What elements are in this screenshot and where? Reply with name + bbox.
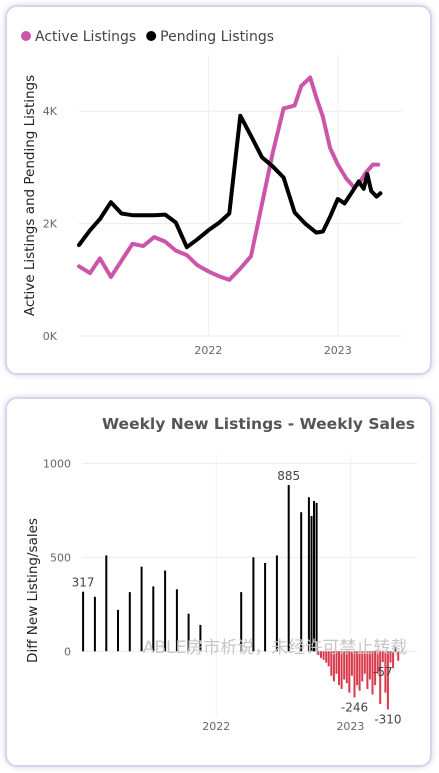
- y-axis-label: Active Listings and Pending Listings: [22, 75, 38, 316]
- negative-bar: [325, 651, 328, 663]
- negative-bar: [392, 651, 395, 669]
- positive-bar: [128, 592, 131, 652]
- legend-label: Active Listings: [35, 29, 136, 45]
- negative-bar: [340, 651, 343, 689]
- legend-label: Pending Listings: [160, 29, 274, 45]
- positive-bar: [175, 589, 178, 652]
- positive-bar: [152, 586, 155, 652]
- negative-bar: [363, 651, 366, 674]
- negative-bar: [335, 651, 338, 674]
- negative-bar: [317, 651, 320, 656]
- chart-title: Weekly New Listings - Weekly Sales: [102, 415, 415, 433]
- positive-bar: [307, 497, 310, 652]
- data-label: 317: [72, 576, 95, 590]
- positive-bar: [199, 624, 202, 652]
- legend-marker: [21, 31, 31, 41]
- positive-bar: [287, 485, 290, 652]
- x-tick-label: 2023: [336, 720, 364, 733]
- negative-bar: [376, 651, 379, 674]
- negative-bar: [361, 651, 364, 682]
- negative-bar: [322, 651, 325, 660]
- y-tick-label: 0K: [43, 330, 58, 343]
- x-tick-label: 2023: [324, 344, 352, 357]
- positive-bar: [315, 502, 318, 652]
- positive-bar: [310, 516, 313, 652]
- y-tick-label: 1000: [43, 457, 71, 470]
- negative-bar: [374, 651, 377, 686]
- negative-bar: [330, 651, 333, 676]
- series-line: [77, 75, 381, 282]
- x-tick-label: 2022: [194, 344, 222, 357]
- series-line: [77, 113, 383, 250]
- listings-line-chart: 0K 2K 4K 2022 2023 Active Listings and Pendin…: [21, 29, 402, 357]
- negative-bar: [371, 651, 374, 695]
- data-label: -57: [373, 665, 393, 679]
- negative-bar: [350, 651, 353, 676]
- negative-bar: [348, 651, 351, 693]
- negative-bar: [389, 651, 392, 663]
- data-label: -310: [374, 712, 401, 726]
- negative-bar: [332, 651, 335, 682]
- x-tick-label: 2022: [202, 720, 230, 733]
- data-label: 885: [277, 469, 300, 483]
- positive-bar: [252, 557, 255, 652]
- watermark-text: ABLE房市析说，未经许可禁止转载: [143, 638, 408, 658]
- listings-line-chart-card: 0K 2K 4K 2022 2023 Active Listings and Pendin…: [5, 5, 432, 375]
- negative-bar: [366, 651, 369, 689]
- positive-bar: [300, 512, 303, 652]
- y-tick-label: 4K: [43, 105, 58, 118]
- negative-bar: [320, 651, 322, 658]
- positive-bar: [264, 563, 267, 652]
- negative-bar: [397, 651, 400, 661]
- positive-bar: [313, 501, 315, 652]
- weekly-diff-bar-chart: Weekly New Listings - Weekly Sales 0 500 10…: [25, 415, 417, 733]
- weekly-diff-bar-chart-card: Weekly New Listings - Weekly Sales 0 500 10…: [5, 397, 432, 767]
- y-tick-label: 0: [64, 645, 71, 658]
- positive-bar: [187, 613, 190, 652]
- negative-bar: [358, 651, 361, 691]
- y-axis-label: Diff New Listing/sales: [25, 518, 41, 663]
- positive-bar: [164, 570, 167, 652]
- positive-bar: [140, 566, 143, 652]
- negative-bar: [384, 651, 387, 693]
- data-label: -246: [341, 700, 368, 714]
- legend-marker: [146, 31, 157, 41]
- negative-bar: [379, 651, 382, 704]
- negative-bar: [345, 651, 348, 684]
- negative-bar: [356, 651, 359, 686]
- y-tick-label: 2K: [43, 218, 58, 231]
- negative-bar: [368, 651, 371, 680]
- positive-bar: [82, 591, 85, 652]
- y-tick-label: 500: [50, 551, 71, 564]
- negative-bar: [343, 651, 346, 680]
- positive-bar: [93, 596, 96, 652]
- negative-bar: [386, 651, 389, 710]
- negative-bar: [327, 651, 330, 667]
- negative-bar: [338, 651, 340, 686]
- positive-bar: [117, 609, 119, 652]
- positive-bar: [240, 592, 243, 652]
- negative-bar: [353, 651, 356, 698]
- positive-bar: [394, 647, 397, 652]
- positive-bar: [105, 555, 108, 652]
- negative-bar: [381, 651, 384, 662]
- positive-bar: [275, 555, 278, 652]
